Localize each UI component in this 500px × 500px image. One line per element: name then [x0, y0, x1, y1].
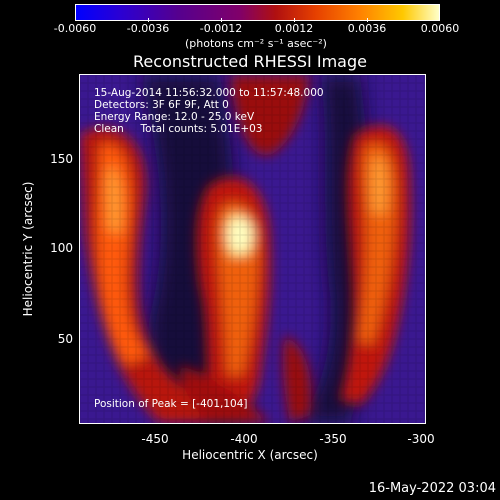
colorbar-tick-mark — [221, 18, 222, 22]
colorbar-tick-label: 0.0012 — [274, 22, 314, 35]
info-detectors: Detectors: 3F 6F 9F, Att 0 — [94, 99, 229, 111]
x-tick-label: -400 — [230, 432, 258, 446]
flux-map — [80, 75, 425, 423]
info-counts: Clean Total counts: 5.01E+03 — [94, 123, 263, 135]
colorbar-tick-mark — [294, 18, 295, 22]
x-axis-label: Heliocentric X (arcsec) — [182, 448, 318, 462]
colorbar-tick-label: -0.0036 — [126, 22, 170, 35]
y-tick-label: 150 — [50, 152, 73, 166]
y-axis-label: Heliocentric Y (arcsec) — [21, 181, 35, 317]
render-timestamp: 16-May-2022 03:04 — [368, 481, 496, 496]
pixel-grid — [80, 75, 425, 423]
colorbar-tick-mark — [367, 18, 368, 22]
peak-position: Position of Peak = [-401,104] — [94, 398, 248, 410]
colorbar — [75, 4, 440, 21]
y-tick-label: 100 — [50, 241, 73, 255]
colorbar-tick-label: -0.0060 — [53, 22, 97, 35]
image-plot — [79, 74, 426, 424]
info-energy-range: Energy Range: 12.0 - 25.0 keV — [94, 111, 255, 123]
colorbar-tick-label: 0.0036 — [347, 22, 387, 35]
y-tick-label: 50 — [57, 332, 73, 346]
observation-info: 15-Aug-2014 11:56:32.000 to 11:57:48.000… — [94, 87, 324, 135]
colorbar-tick-label: 0.0060 — [420, 22, 460, 35]
colorbar-units: (photons cm⁻² s⁻¹ asec⁻²) — [185, 37, 327, 50]
image-title: Reconstructed RHESSI Image — [133, 52, 367, 71]
x-tick-label: -300 — [407, 432, 435, 446]
colorbar-tick-label: -0.0012 — [199, 22, 243, 35]
colorbar-tick-mark — [148, 18, 149, 22]
x-tick-label: -450 — [141, 432, 169, 446]
x-tick-label: -350 — [319, 432, 347, 446]
info-time-range: 15-Aug-2014 11:56:32.000 to 11:57:48.000 — [94, 87, 324, 99]
